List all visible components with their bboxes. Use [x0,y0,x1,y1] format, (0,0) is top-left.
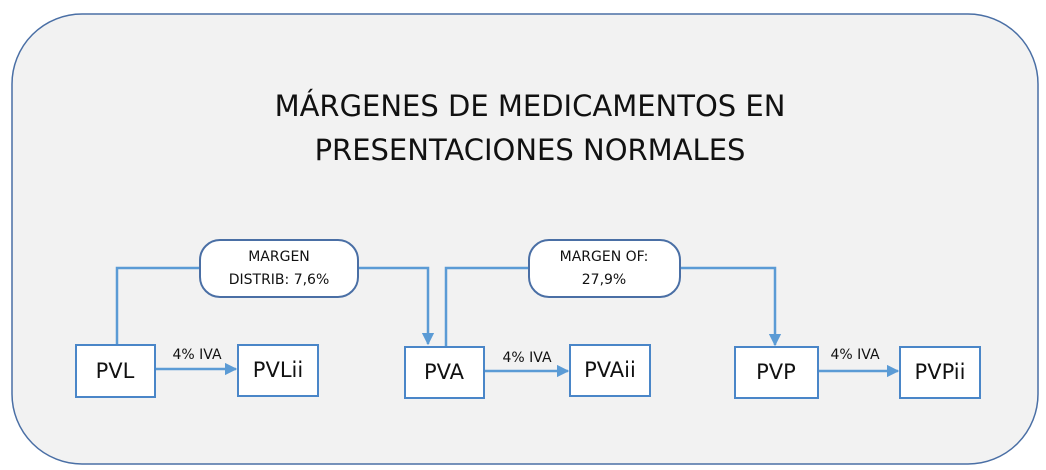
connector [115,266,200,345]
node-box [569,344,651,397]
margin-text: DISTRIB: 7,6% [229,272,330,288]
margin-text: MARGEN [248,249,310,265]
edge-label: 4% IVA [830,347,879,363]
connector [358,266,435,346]
node-box [75,344,156,398]
node-label: PVA [424,360,465,384]
margin-box [199,239,359,298]
node-box [734,346,819,399]
margin-box [528,239,681,298]
margin-text: 27,9% [582,272,626,288]
node-label: PVPii [915,360,966,384]
connector [444,266,529,347]
node-label: PVP [756,360,796,384]
node-label: PVAii [584,358,636,382]
node-label: PVL [96,359,135,383]
node-box [899,346,981,399]
margin-text: MARGEN OF: [560,249,649,265]
node-box [404,346,485,399]
node-label: PVLii [253,358,303,382]
panel [11,13,1039,465]
connector [680,266,782,347]
edge-label: 4% IVA [502,350,551,366]
node-box [237,344,319,397]
title-line: PRESENTACIONES NORMALES [315,133,746,167]
title-line: MÁRGENES DE MEDICAMENTOS EN [275,89,786,123]
edge-label: 4% IVA [172,347,221,363]
